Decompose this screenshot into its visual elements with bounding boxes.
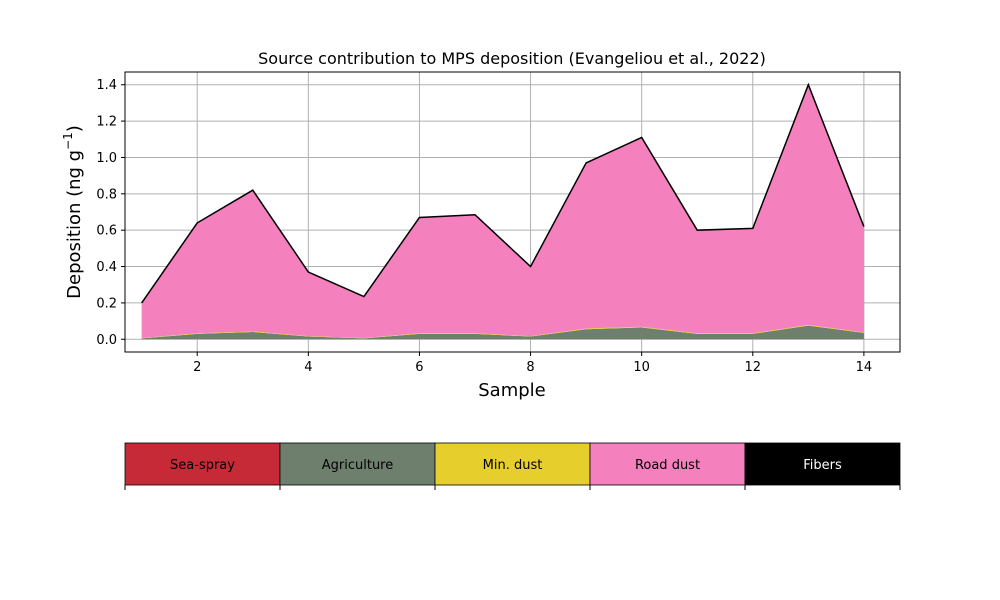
legend-label-min-dust: Min. dust — [483, 458, 543, 473]
chart-title: Source contribution to MPS deposition (E… — [258, 49, 766, 68]
plot-area: 2 4 6 8 10 12 14 0.0 0.2 0.4 0.6 0.8 1.0 1.2 1.4 — [96, 71, 901, 375]
x-tick-label: 10 — [633, 360, 650, 375]
legend-label-sea-spray: Sea-spray — [170, 458, 235, 473]
legend-swatch-agriculture — [279, 442, 436, 486]
y-tick-label: 0.6 — [96, 224, 117, 239]
y-tick-label: 0.0 — [96, 333, 117, 348]
x-axis-label: Sample — [478, 380, 546, 401]
area-road-dust — [141, 84, 864, 339]
plot-frame — [124, 71, 901, 353]
legend-label-fibers: Fibers — [803, 458, 842, 473]
legend-swatch-sea-spray — [124, 442, 281, 486]
y-tick-label: 1.0 — [96, 151, 117, 166]
y-tick-label: 1.2 — [96, 115, 117, 130]
y-axis-ticks: 0.0 0.2 0.4 0.6 0.8 1.0 1.2 1.4 — [96, 78, 125, 348]
legend: Sea-spray Agriculture Min. dust Road dust Fi… — [124, 442, 901, 490]
y-axis-label-close: ) — [64, 125, 85, 132]
legend-swatch-fibers — [744, 442, 901, 486]
y-tick-label: 1.4 — [96, 78, 117, 93]
stacked-areas — [141, 82, 865, 340]
y-axis-label: Deposition (ng g−1) — [61, 125, 85, 299]
legend-label-road-dust: Road dust — [635, 458, 700, 473]
axes-frame — [124, 71, 901, 353]
x-tick-label: 12 — [745, 360, 762, 375]
y-tick-label: 0.4 — [96, 260, 117, 275]
legend-swatch-road-dust — [589, 442, 746, 486]
x-tick-label: 14 — [856, 360, 873, 375]
y-tick-label: 0.8 — [96, 187, 117, 202]
x-tick-label: 4 — [304, 360, 312, 375]
x-axis-ticks: 2 4 6 8 10 12 14 — [193, 352, 872, 375]
y-axis-label-text: Deposition (ng g — [64, 150, 85, 299]
total-line — [141, 82, 865, 304]
area-agriculture — [141, 325, 864, 340]
y-axis-label-sup: −1 — [61, 132, 75, 150]
x-tick-label: 2 — [193, 360, 201, 375]
x-tick-label: 6 — [415, 360, 423, 375]
x-tick-label: 8 — [526, 360, 534, 375]
legend-label-agriculture: Agriculture — [322, 458, 394, 473]
y-tick-label: 0.2 — [96, 296, 117, 311]
